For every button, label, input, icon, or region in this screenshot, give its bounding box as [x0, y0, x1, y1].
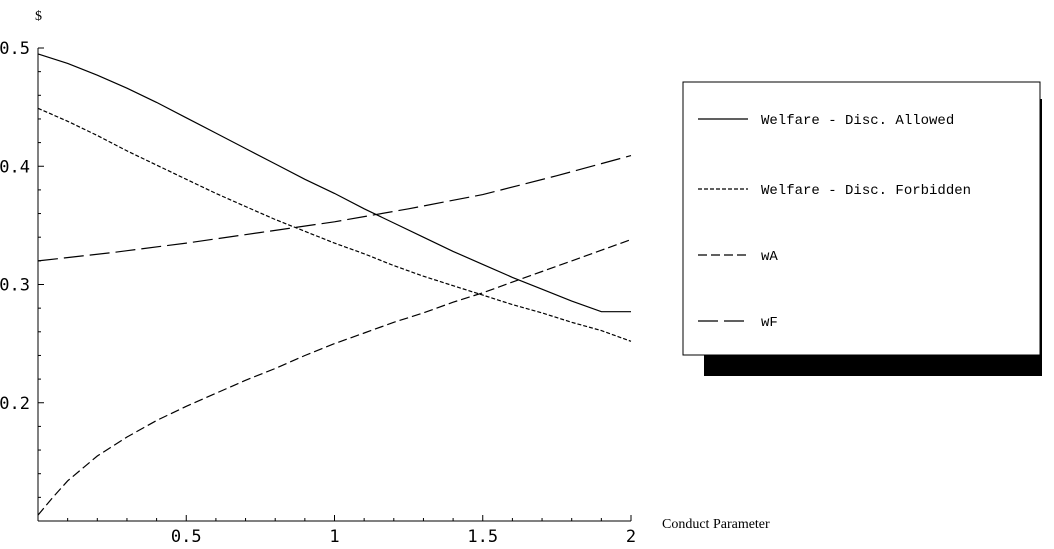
y-ticks: 0.2 0.3 0.4 0.5 — [0, 39, 44, 498]
legend-items: Welfare - Disc. Allowed Welfare - Disc. F… — [698, 113, 971, 331]
legend-label: Welfare - Disc. Allowed — [761, 113, 954, 129]
y-tick-label: 0.5 — [0, 39, 30, 59]
x-tick-label: 0.5 — [171, 527, 202, 547]
x-axis-title: Conduct Parameter — [662, 517, 770, 532]
y-axis-title: $ — [35, 9, 42, 24]
legend-label: wA — [761, 249, 778, 265]
series-layer — [37, 53, 632, 516]
y-tick-label: 0.3 — [0, 276, 30, 296]
y-tick-label: 0.2 — [0, 394, 30, 414]
series-line-0 — [37, 53, 631, 313]
y-tick-label: 0.4 — [0, 157, 30, 177]
legend-box — [682, 81, 1041, 356]
series-line-2 — [37, 239, 632, 516]
series-line-1 — [37, 107, 632, 342]
legend-label: wF — [761, 315, 778, 331]
axes — [37, 48, 631, 522]
x-tick-label: 1 — [329, 527, 339, 547]
series-line-3 — [37, 155, 632, 262]
x-tick-label: 2 — [626, 527, 636, 547]
x-tick-label: 1.5 — [467, 527, 498, 547]
legend-label: Welfare - Disc. Forbidden — [761, 183, 971, 199]
legend: Welfare - Disc. Allowed Welfare - Disc. F… — [682, 81, 1042, 376]
x-ticks: 0.5 1 1.5 2 — [67, 515, 636, 547]
